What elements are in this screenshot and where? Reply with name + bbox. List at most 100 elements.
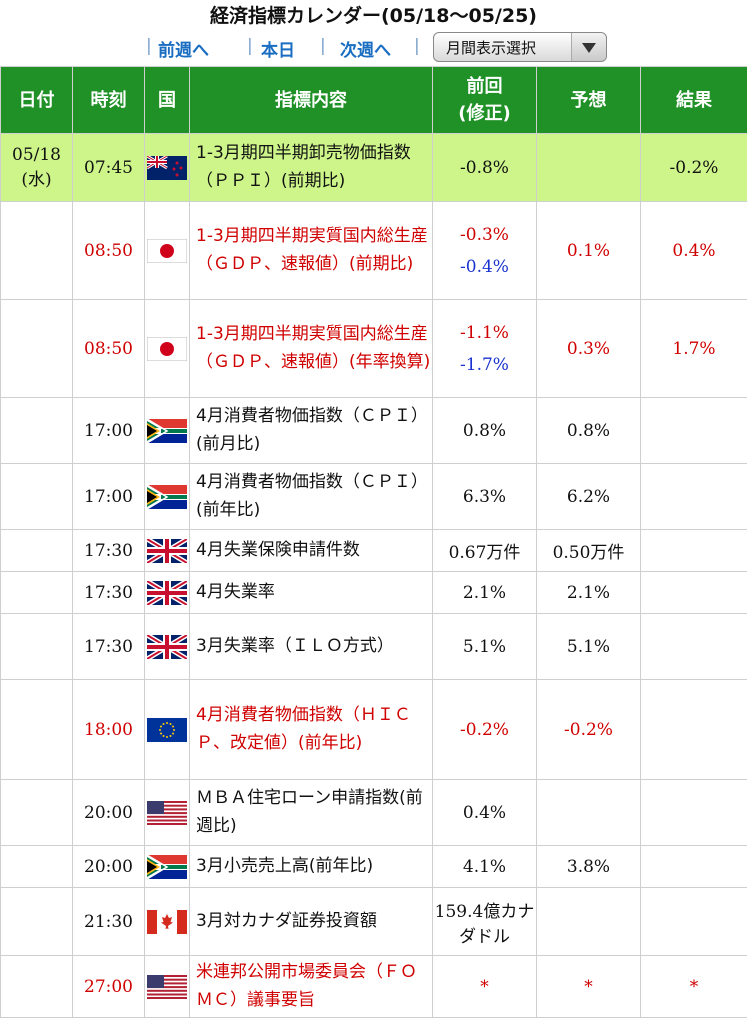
indicator-name-cell[interactable]: 4月消費者物価指数（ＨＩＣＰ、改定値）(前年比)	[189, 679, 433, 780]
indicator-name-cell[interactable]: 3月失業率（ＩＬＯ方式）	[189, 613, 433, 680]
table-row: 17:30 4月失業保険申請件数 0.67万件 0.50万件	[0, 529, 747, 572]
previous-cell: -0.2%	[432, 679, 537, 780]
prev-week-link[interactable]: 前週へ	[158, 41, 209, 61]
week-navigation: | 前週へ | 本日 | 次週へ | 月間表示選択	[0, 32, 747, 66]
indicator-table: 日付 時刻 国 指標内容 前回 (修正) 予想 結果 05/18 (水) 07:45 1-3月期四半…	[0, 66, 747, 1018]
country-cell	[144, 201, 190, 300]
today-link[interactable]: 本日	[261, 41, 295, 61]
header-label: 予想	[570, 89, 607, 111]
table-row: 18:00 4月消費者物価指数（ＨＩＣＰ、改定値）(前年比) -0.2% -0.2%	[0, 679, 747, 780]
indicator-name-cell[interactable]: 米連邦公開市場委員会（ＦＯＭＣ）議事要旨	[189, 955, 433, 1018]
revised-value: -0.4%	[460, 256, 509, 277]
header-label: 時刻	[90, 89, 127, 111]
previous-cell: 6.3%	[432, 463, 537, 530]
previous-cell: 0.4%	[432, 779, 537, 846]
table-row: 08:50 1-3月期四半期実質国内総生産（ＧＤＰ、速報値）(年率換算) -1.1%…	[0, 299, 747, 398]
result-cell: 0.4%	[640, 201, 747, 300]
indicator-name-cell[interactable]: 3月対カナダ証券投資額	[189, 887, 433, 956]
header-label: 国	[158, 89, 176, 111]
date-cell	[0, 529, 73, 572]
indicator-name-cell[interactable]: ＭＢＡ住宅ローン申請指数(前週比)	[189, 779, 433, 846]
indicator-name-cell[interactable]: 4月消費者物価指数（ＣＰＩ）(前月比)	[189, 397, 433, 464]
table-row: 20:00 ＭＢＡ住宅ローン申請指数(前週比) 0.4%	[0, 779, 747, 846]
table-row: 17:00 4月消費者物価指数（ＣＰＩ）(前年比) 6.3% 6.2%	[0, 463, 747, 530]
country-cell	[144, 397, 190, 464]
japan-flag-icon	[146, 336, 188, 361]
south-africa-flag-icon	[146, 483, 187, 510]
header-label: 前回	[466, 76, 503, 97]
col-previous-header: 前回 (修正)	[432, 66, 537, 134]
nav-separator: |	[146, 36, 152, 56]
indicator-name-cell[interactable]: 4月消費者物価指数（ＣＰＩ）(前年比)	[189, 463, 433, 530]
previous-cell: 159.4億カナダドル	[432, 887, 537, 956]
previous-cell: 0.8%	[432, 397, 537, 464]
time-cell: 27:00	[72, 955, 145, 1018]
table-row: 05/18 (水) 07:45 1-3月期四半期卸売物価指数（ＰＰＩ）(前期比) -0.…	[0, 133, 747, 202]
date-cell	[0, 613, 73, 680]
forecast-cell: 0.1%	[536, 201, 641, 300]
indicator-name-cell[interactable]: 1-3月期四半期実質国内総生産（ＧＤＰ、速報値）(年率換算)	[189, 299, 433, 398]
previous-cell: -0.8%	[432, 133, 537, 202]
us-flag-icon	[147, 974, 187, 999]
forecast-cell	[536, 887, 641, 956]
previous-value: -0.2%	[460, 719, 509, 740]
date-cell	[0, 299, 73, 398]
uk-flag-icon	[145, 578, 189, 607]
month-view-select[interactable]: 月間表示選択	[433, 32, 607, 62]
previous-cell: *	[432, 955, 537, 1018]
header-label: 日付	[18, 89, 55, 111]
forecast-cell: 6.2%	[536, 463, 641, 530]
table-row: 27:00 米連邦公開市場委員会（ＦＯＭＣ）議事要旨 * * *	[0, 955, 747, 1018]
nav-separator: |	[247, 36, 253, 56]
nav-separator: |	[414, 36, 420, 56]
table-row: 17:30 4月失業率 2.1% 2.1%	[0, 571, 747, 614]
previous-cell: -0.3% -0.4%	[432, 201, 537, 300]
date-text: 05/18	[12, 145, 61, 165]
time-cell: 08:50	[72, 201, 145, 300]
previous-value: -1.1%	[460, 322, 509, 343]
previous-value: 0.67万件	[448, 543, 521, 563]
result-cell	[640, 397, 747, 464]
indicator-name-cell[interactable]: 3月小売売上高(前年比)	[189, 845, 433, 888]
chevron-down-icon	[571, 33, 606, 61]
previous-cell: 4.1%	[432, 845, 537, 888]
header-label: (修正)	[458, 103, 511, 124]
table-header-row: 日付 時刻 国 指標内容 前回 (修正) 予想 結果	[0, 66, 747, 134]
country-cell	[144, 463, 190, 530]
time-cell: 07:45	[72, 133, 145, 202]
indicator-name-cell[interactable]: 4月失業保険申請件数	[189, 529, 433, 572]
indicator-name-cell[interactable]: 4月失業率	[189, 571, 433, 614]
forecast-cell	[536, 779, 641, 846]
table-row: 17:00 4月消費者物価指数（ＣＰＩ）(前月比) 0.8% 0.8%	[0, 397, 747, 464]
date-text: (水)	[21, 170, 52, 190]
date-cell: 05/18 (水)	[0, 133, 73, 202]
table-row: 21:30 3月対カナダ証券投資額 159.4億カナダドル	[0, 887, 747, 956]
nav-separator: |	[320, 36, 326, 56]
date-cell	[0, 571, 73, 614]
date-cell	[0, 397, 73, 464]
result-cell	[640, 463, 747, 530]
indicator-name-cell[interactable]: 1-3月期四半期卸売物価指数（ＰＰＩ）(前期比)	[189, 133, 433, 202]
time-cell: 17:30	[72, 613, 145, 680]
indicator-name-cell[interactable]: 1-3月期四半期実質国内総生産（ＧＤＰ、速報値）(前期比)	[189, 201, 433, 300]
time-cell: 21:30	[72, 887, 145, 956]
forecast-cell: 0.50万件	[536, 529, 641, 572]
date-cell	[0, 679, 73, 780]
time-cell: 17:30	[72, 529, 145, 572]
month-view-select-label: 月間表示選択	[446, 39, 537, 57]
result-cell	[640, 845, 747, 888]
next-week-link[interactable]: 次週へ	[340, 41, 391, 61]
previous-cell: 2.1%	[432, 571, 537, 614]
time-cell: 17:30	[72, 571, 145, 614]
result-cell	[640, 679, 747, 780]
date-cell	[0, 887, 73, 956]
result-cell	[640, 571, 747, 614]
result-cell	[640, 613, 747, 680]
forecast-cell: 0.8%	[536, 397, 641, 464]
result-cell: 1.7%	[640, 299, 747, 398]
previous-cell: 5.1%	[432, 613, 537, 680]
previous-value: 5.1%	[462, 636, 507, 657]
time-cell: 18:00	[72, 679, 145, 780]
country-cell	[144, 779, 190, 846]
new-zealand-flag-icon	[146, 154, 187, 180]
